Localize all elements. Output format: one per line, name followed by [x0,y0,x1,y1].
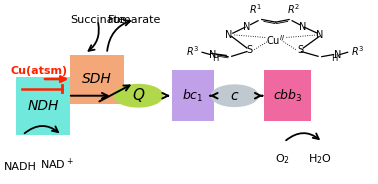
Text: NADH: NADH [3,162,36,172]
Text: $R^1$: $R^1$ [249,2,262,16]
Text: N: N [299,22,306,31]
Text: N: N [334,50,341,60]
FancyBboxPatch shape [264,70,311,121]
Text: $bc_1$: $bc_1$ [182,88,204,104]
Text: H: H [331,54,338,63]
Circle shape [113,84,164,108]
Text: N: N [243,22,251,31]
Text: NDH: NDH [27,99,59,113]
Text: $R^2$: $R^2$ [287,2,301,16]
Text: O$_2$: O$_2$ [275,152,290,166]
Text: S: S [246,45,253,55]
Text: N: N [225,30,233,40]
Text: Fumarate: Fumarate [108,15,161,25]
Text: $c$: $c$ [230,89,239,103]
Text: $cbb_3$: $cbb_3$ [273,88,302,104]
FancyBboxPatch shape [16,77,70,135]
Text: N: N [316,30,324,40]
Circle shape [211,84,259,107]
Text: Q: Q [132,88,144,103]
Text: Cu(atsm): Cu(atsm) [11,66,68,76]
Text: SDH: SDH [82,72,112,86]
FancyBboxPatch shape [70,54,124,104]
Text: NAD$^+$: NAD$^+$ [40,157,74,172]
Text: S: S [297,45,303,55]
FancyBboxPatch shape [172,70,214,121]
Text: $R^3$: $R^3$ [186,44,200,58]
Text: $R^3$: $R^3$ [352,44,365,58]
Text: Cu$^{II}$: Cu$^{II}$ [266,33,285,47]
Text: H: H [212,54,218,63]
Text: H$_2$O: H$_2$O [308,152,332,166]
Text: N: N [209,50,216,60]
Text: Succinate: Succinate [70,15,125,25]
